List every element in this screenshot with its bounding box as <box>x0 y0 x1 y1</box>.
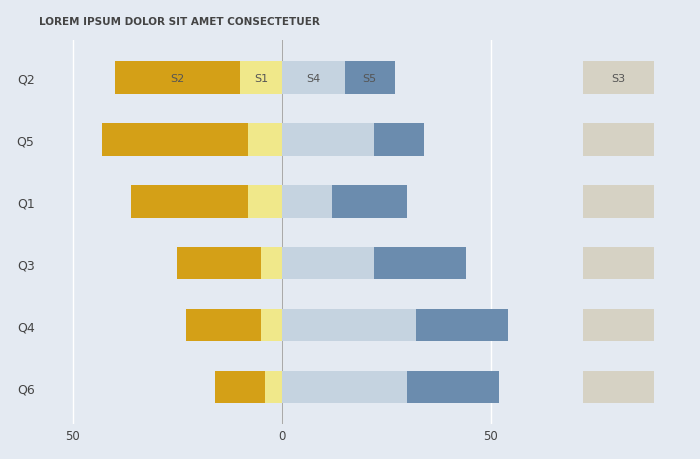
Bar <box>583 124 654 156</box>
Bar <box>344 62 395 95</box>
Bar <box>215 371 265 403</box>
Bar <box>583 371 654 403</box>
Bar <box>282 248 374 280</box>
Bar <box>265 371 282 403</box>
Bar <box>416 309 507 341</box>
Bar <box>177 248 261 280</box>
Bar <box>261 309 282 341</box>
Bar <box>332 186 407 218</box>
Bar <box>282 309 416 341</box>
Bar <box>248 186 282 218</box>
Bar <box>407 371 499 403</box>
Text: S2: S2 <box>170 73 185 84</box>
Bar <box>374 124 424 156</box>
Bar <box>583 309 654 341</box>
Text: S3: S3 <box>612 73 626 84</box>
Bar <box>583 186 654 218</box>
Bar <box>186 309 261 341</box>
Bar <box>132 186 248 218</box>
Bar <box>248 124 282 156</box>
Text: S5: S5 <box>363 73 377 84</box>
Bar <box>282 124 374 156</box>
Bar <box>282 371 407 403</box>
Bar <box>115 62 240 95</box>
Bar <box>374 248 466 280</box>
Bar <box>282 186 332 218</box>
Bar <box>583 62 654 95</box>
Bar <box>240 62 282 95</box>
Bar <box>102 124 248 156</box>
Bar <box>261 248 282 280</box>
Text: S1: S1 <box>254 73 268 84</box>
Bar <box>583 248 654 280</box>
Text: LOREM IPSUM DOLOR SIT AMET CONSECTETUER: LOREM IPSUM DOLOR SIT AMET CONSECTETUER <box>39 17 321 27</box>
Bar <box>282 62 344 95</box>
Text: S4: S4 <box>306 73 321 84</box>
